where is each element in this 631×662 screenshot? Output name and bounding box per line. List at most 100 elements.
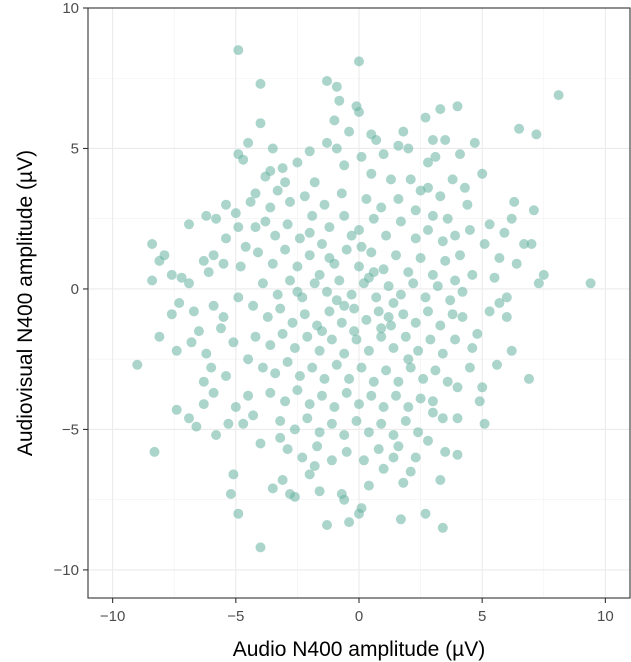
data-point <box>272 289 283 300</box>
data-point <box>341 446 352 457</box>
data-point <box>435 104 446 115</box>
data-point <box>339 494 350 505</box>
data-point <box>452 101 463 112</box>
data-point <box>304 250 315 261</box>
data-point <box>336 317 347 328</box>
data-point <box>201 210 212 221</box>
data-point <box>329 115 340 126</box>
data-point <box>292 261 303 272</box>
y-tick-label: −5 <box>62 421 79 438</box>
data-point <box>171 404 182 415</box>
data-point <box>285 196 295 207</box>
data-point <box>184 278 194 289</box>
data-point <box>447 309 458 320</box>
data-point <box>193 326 204 337</box>
data-point <box>341 244 352 255</box>
data-point <box>344 126 355 137</box>
data-point <box>322 76 332 86</box>
data-point <box>309 177 320 188</box>
data-point <box>208 250 219 261</box>
data-point <box>317 239 327 249</box>
data-point <box>211 213 222 224</box>
data-point <box>331 81 342 92</box>
data-point <box>218 258 229 269</box>
data-point <box>228 337 239 348</box>
data-point <box>425 334 436 345</box>
data-point <box>216 323 226 334</box>
data-point <box>307 362 318 373</box>
data-point <box>403 402 414 412</box>
tick-labels: −10 −5 0 5 10 −10 −5 0 5 10 <box>54 0 614 625</box>
data-point <box>378 463 389 474</box>
data-point <box>250 331 261 342</box>
data-point <box>184 219 194 230</box>
data-point <box>499 227 510 238</box>
data-point <box>506 213 517 224</box>
data-point <box>275 303 286 314</box>
data-point <box>198 376 209 387</box>
data-point <box>415 253 426 263</box>
data-point <box>474 396 485 407</box>
data-point <box>506 345 517 356</box>
data-point <box>270 368 281 379</box>
data-point <box>354 399 364 410</box>
data-point <box>393 441 404 452</box>
data-point <box>297 452 308 463</box>
data-point <box>427 407 438 418</box>
data-point <box>423 157 433 168</box>
data-point <box>206 362 217 373</box>
data-point <box>317 326 327 337</box>
data-point <box>395 216 406 227</box>
y-axis-title: Audiovisual N400 amplitude (µV) <box>14 150 37 456</box>
y-tick-label: 10 <box>62 0 79 17</box>
data-point <box>371 292 382 303</box>
data-point <box>171 345 182 356</box>
data-point <box>494 253 505 263</box>
data-point <box>368 376 379 387</box>
data-point <box>198 255 209 266</box>
data-point <box>511 258 522 269</box>
data-point <box>235 261 246 272</box>
data-point <box>408 278 419 289</box>
data-point <box>462 199 473 210</box>
data-point <box>484 219 495 230</box>
data-point <box>314 486 325 497</box>
data-point <box>376 202 387 213</box>
data-point <box>260 216 271 227</box>
data-point <box>319 199 330 210</box>
data-point <box>373 444 384 455</box>
data-point <box>423 435 433 446</box>
data-point <box>324 306 335 317</box>
data-point <box>467 343 478 353</box>
data-point <box>267 143 278 154</box>
data-point <box>132 359 143 370</box>
data-point <box>361 194 372 204</box>
data-point <box>277 328 288 339</box>
data-point <box>447 174 458 185</box>
data-point <box>309 278 320 289</box>
data-point <box>366 168 377 179</box>
data-point <box>418 373 429 384</box>
data-point <box>455 149 465 160</box>
data-point <box>302 331 313 342</box>
data-point <box>275 416 286 426</box>
data-point <box>435 191 446 202</box>
data-point <box>484 306 495 317</box>
data-point <box>349 326 360 337</box>
data-point <box>287 317 298 328</box>
data-point <box>324 253 335 263</box>
data-point <box>147 275 158 286</box>
data-point <box>514 123 525 134</box>
data-point <box>299 309 310 320</box>
x-tick-label: −5 <box>227 608 244 625</box>
data-point <box>267 483 278 494</box>
data-point <box>322 286 332 297</box>
data-point <box>149 446 160 457</box>
data-point <box>344 517 355 528</box>
data-point <box>166 309 177 320</box>
data-point <box>334 95 345 106</box>
data-point <box>378 402 389 412</box>
data-point <box>533 278 544 289</box>
data-point <box>341 387 352 398</box>
points-layer <box>132 45 596 553</box>
